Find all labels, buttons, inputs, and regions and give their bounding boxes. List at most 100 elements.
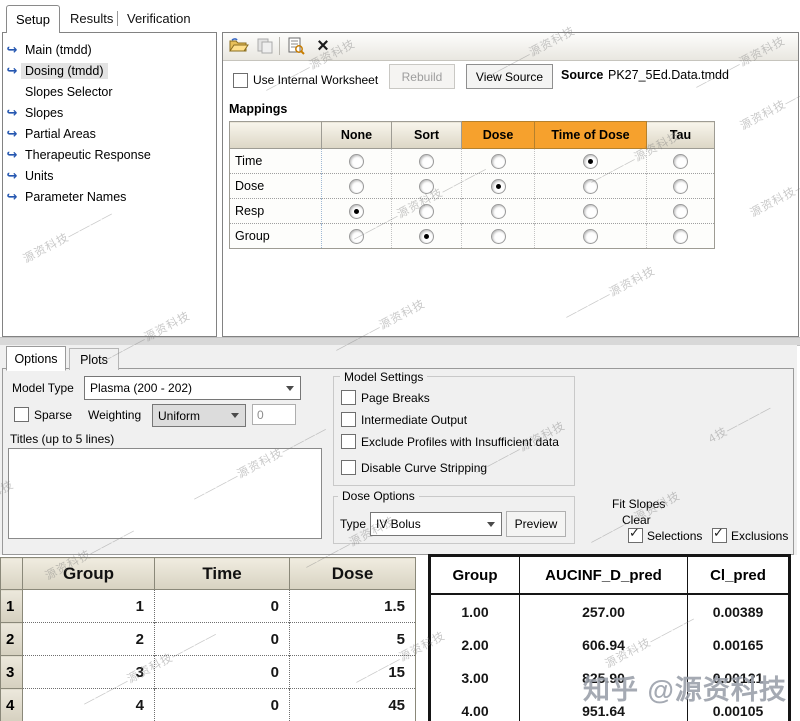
radio-group-tau[interactable]	[673, 228, 688, 244]
cell-group[interactable]: 4	[22, 688, 155, 721]
titles-label: Titles (up to 5 lines)	[10, 432, 115, 446]
radio-resp-none[interactable]	[349, 203, 364, 219]
cell-group[interactable]: 1	[22, 589, 155, 623]
cell-aucinf: 951.64	[519, 694, 688, 721]
page-breaks-label: Page Breaks	[361, 391, 430, 405]
tab-setup[interactable]: Setup	[6, 5, 60, 33]
cell-time[interactable]: 0	[154, 655, 290, 689]
weighting-label: Weighting	[88, 408, 142, 422]
col-header-time[interactable]: Time	[154, 557, 290, 590]
tree-item-main[interactable]: ↪ Main (tmdd)	[3, 40, 96, 60]
cell-group[interactable]: 2	[22, 622, 155, 656]
radio-dose-tau[interactable]	[673, 178, 688, 194]
cell-dose[interactable]: 1.5	[289, 589, 416, 623]
radio-resp-sort[interactable]	[419, 203, 434, 219]
table-row: 3 3 0 15	[0, 655, 416, 689]
preview-button[interactable]: Preview	[506, 511, 566, 537]
radio-resp-tau[interactable]	[673, 203, 688, 219]
row-header[interactable]: 3	[0, 655, 23, 689]
radio-resp-dose[interactable]	[490, 203, 506, 219]
radio-group-dose[interactable]	[490, 228, 506, 244]
tree-item-therapeutic-response[interactable]: ↪ Therapeutic Response	[3, 145, 155, 165]
tab-options[interactable]: Options	[6, 346, 66, 371]
model-type-dropdown[interactable]: Plasma (200 - 202)	[84, 376, 301, 400]
weighting-dropdown[interactable]: Uniform	[152, 404, 246, 427]
cell-time[interactable]: 0	[154, 688, 290, 721]
view-source-icon[interactable]	[285, 36, 307, 56]
tab-setup-label: Setup	[16, 12, 50, 27]
radio-time-tau[interactable]	[673, 153, 688, 169]
tab-results[interactable]: Results	[70, 11, 114, 26]
radio-resp-timeofdose[interactable]	[583, 203, 598, 219]
dose-type-dropdown[interactable]: IV Bolus	[370, 512, 502, 536]
mappings-col-tau[interactable]: Tau	[646, 121, 715, 149]
tree-item-dosing[interactable]: ↪ Dosing (tmdd)	[3, 61, 108, 81]
dose-worksheet-header-row: Group Time Dose	[0, 557, 416, 590]
radio-group-sort[interactable]	[419, 228, 434, 244]
row-header[interactable]: 4	[0, 688, 23, 721]
sparse-checkbox[interactable]	[14, 407, 29, 422]
mappings-corner-cell	[229, 121, 322, 149]
row-header[interactable]: 2	[0, 622, 23, 656]
row-header[interactable]: 1	[0, 589, 23, 623]
view-source-button[interactable]: View Source	[466, 64, 553, 89]
tree-item-parameter-names[interactable]: ↪ Parameter Names	[3, 187, 130, 207]
cell-dose[interactable]: 45	[289, 688, 416, 721]
open-folder-icon[interactable]	[228, 36, 250, 56]
radio-time-none[interactable]	[349, 153, 364, 169]
worksheet-corner-cell[interactable]	[0, 557, 23, 590]
worksheet-toolbar: ×	[223, 33, 798, 61]
tree-item-partial-areas[interactable]: ↪ Partial Areas	[3, 124, 100, 144]
radio-dose-sort[interactable]	[419, 178, 434, 194]
tab-verification[interactable]: Verification	[127, 11, 191, 26]
cell-dose[interactable]: 5	[289, 622, 416, 656]
tree-item-label: Partial Areas	[25, 127, 96, 141]
radio-dose-timeofdose[interactable]	[583, 178, 598, 194]
cell-group: 1.00	[429, 594, 520, 628]
clear-exclusions-checkbox[interactable]	[712, 526, 727, 543]
mappings-col-dose[interactable]: Dose	[461, 121, 535, 149]
table-row: 1 1 0 1.5	[0, 589, 416, 623]
radio-dose-dose[interactable]	[490, 178, 506, 194]
model-settings-title: Model Settings	[340, 370, 428, 384]
disable-curve-stripping-checkbox[interactable]	[341, 460, 356, 475]
tree-item-label: Main (tmdd)	[25, 43, 92, 57]
page-breaks-checkbox[interactable]	[341, 390, 356, 405]
col-header-aucinf-d-pred: AUCINF_D_pred	[519, 555, 688, 595]
mappings-col-sort[interactable]: Sort	[391, 121, 462, 149]
tree-item-units[interactable]: ↪ Units	[3, 166, 57, 186]
use-internal-worksheet-label: Use Internal Worksheet	[253, 73, 379, 87]
cell-group[interactable]: 3	[22, 655, 155, 689]
mappings-table: None Sort Dose Time of Dose Tau Time Dos…	[229, 121, 715, 249]
clear-selections-checkbox[interactable]	[628, 526, 643, 543]
radio-dose-none[interactable]	[349, 178, 364, 194]
radio-time-dose[interactable]	[490, 153, 506, 169]
cell-time[interactable]: 0	[154, 622, 290, 656]
fit-slopes-title: Fit Slopes	[612, 497, 666, 511]
weighting-power-field[interactable]: 0	[252, 404, 296, 425]
intermediate-output-checkbox[interactable]	[341, 412, 356, 427]
exclude-profiles-checkbox[interactable]	[341, 434, 356, 449]
cell-dose[interactable]: 15	[289, 655, 416, 689]
tree-item-slopes[interactable]: ↪ Slopes	[3, 103, 67, 123]
cell-cl: 0.00165	[712, 636, 764, 653]
radio-time-sort[interactable]	[419, 153, 434, 169]
col-header-group[interactable]: Group	[22, 557, 155, 590]
mappings-col-none[interactable]: None	[321, 121, 392, 149]
tree-item-slopes-selector[interactable]: Slopes Selector	[3, 82, 117, 102]
mappings-row-label: Group	[229, 223, 322, 249]
mappings-col-time-of-dose[interactable]: Time of Dose	[534, 121, 647, 149]
link-arrow-icon: ↪	[6, 189, 18, 205]
radio-group-timeofdose[interactable]	[583, 228, 598, 244]
titles-textarea[interactable]	[8, 448, 322, 539]
col-header-dose[interactable]: Dose	[289, 557, 416, 590]
source-value: PK27_5Ed.Data.tmdd	[608, 68, 729, 82]
radio-time-timeofdose[interactable]	[583, 153, 598, 169]
link-arrow-icon: ↪	[6, 168, 18, 184]
delete-icon[interactable]: ×	[317, 35, 329, 57]
use-internal-worksheet-checkbox[interactable]	[233, 73, 248, 88]
source-label: Source	[561, 68, 604, 82]
tab-plots[interactable]: Plots	[69, 348, 119, 370]
cell-time[interactable]: 0	[154, 589, 290, 623]
radio-group-none[interactable]	[349, 228, 364, 244]
